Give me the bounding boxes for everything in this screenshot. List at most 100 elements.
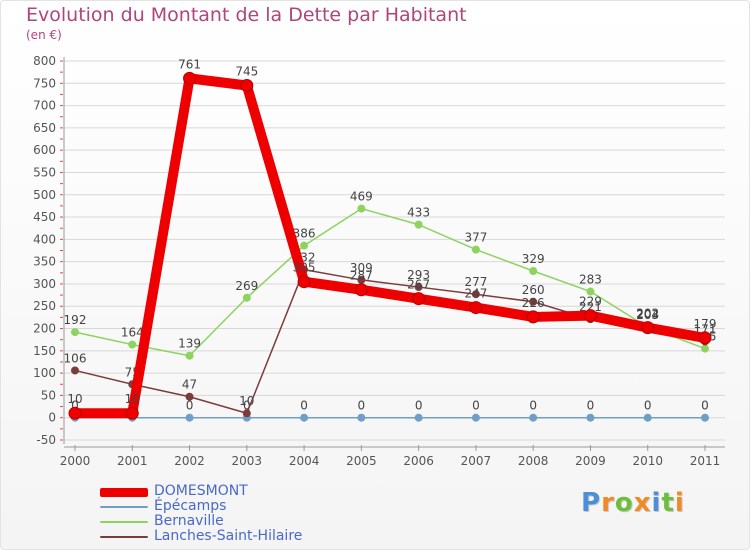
data-point-epecamps [586, 413, 595, 422]
y-tick-label: 250 [33, 299, 56, 313]
data-label-epecamps: 0 [358, 399, 366, 413]
data-point-lanches-saint-hilaire [471, 290, 480, 299]
data-label-lanches-saint-hilaire: 204 [636, 308, 659, 322]
data-label-lanches-saint-hilaire: 47 [182, 378, 197, 392]
data-point-epecamps [701, 413, 709, 422]
chart-title: Evolution du Montant de la Dette par Hab… [26, 4, 467, 26]
data-point-bernaville [357, 204, 366, 213]
data-label-domesmont: 10 [67, 392, 82, 406]
y-tick-label: 750 [33, 76, 56, 90]
data-point-epecamps [357, 413, 366, 422]
data-label-bernaville: 192 [64, 313, 87, 327]
x-tick-label: 2006 [403, 454, 434, 468]
y-tick-label: 400 [33, 232, 56, 246]
data-point-domesmont [583, 309, 597, 323]
data-label-bernaville: 386 [293, 227, 316, 241]
data-point-epecamps [185, 413, 194, 422]
data-point-domesmont [183, 71, 197, 85]
data-label-bernaville: 377 [464, 231, 487, 245]
data-point-epecamps [414, 413, 423, 422]
legend-swatch [100, 506, 148, 508]
data-point-epecamps [529, 413, 538, 422]
data-label-bernaville: 139 [178, 337, 201, 351]
data-label-epecamps: 0 [472, 399, 480, 413]
proxiti-logo: Proxiti [581, 488, 685, 518]
y-tick-label: 350 [33, 255, 56, 269]
data-label-lanches-saint-hilaire: 10 [239, 394, 254, 408]
legend-swatch [100, 521, 148, 523]
logo-letter: x [633, 488, 652, 518]
y-tick-label: 100 [33, 366, 56, 380]
data-label-epecamps: 0 [415, 399, 423, 413]
data-label-epecamps: 0 [644, 399, 652, 413]
logo-letter: r [601, 488, 615, 518]
data-label-lanches-saint-hilaire: 221 [579, 300, 602, 314]
data-point-bernaville [529, 267, 538, 276]
data-label-domesmont: 761 [178, 57, 201, 71]
data-label-bernaville: 269 [235, 279, 258, 293]
data-point-bernaville [185, 351, 194, 360]
y-tick-label: 550 [33, 165, 56, 179]
data-label-epecamps: 0 [529, 399, 537, 413]
data-point-bernaville [242, 293, 251, 302]
data-label-bernaville: 329 [522, 252, 545, 266]
data-point-bernaville [586, 287, 595, 296]
data-label-epecamps: 0 [243, 399, 251, 413]
data-point-epecamps [643, 413, 652, 422]
data-point-domesmont [68, 406, 82, 420]
y-tick-label: 200 [33, 322, 56, 336]
data-point-epecamps [300, 413, 309, 422]
data-point-bernaville [701, 344, 709, 353]
logo-letter: t [661, 488, 675, 518]
x-tick-label: 2010 [632, 454, 663, 468]
data-point-domesmont [240, 79, 254, 93]
legend-swatch [100, 536, 148, 538]
x-tick-label: 2003 [232, 454, 263, 468]
data-point-bernaville [71, 328, 79, 337]
legend-label: Bernaville [154, 513, 224, 529]
data-label-bernaville: 433 [407, 206, 430, 220]
x-tick-label: 2009 [575, 454, 606, 468]
data-label-domesmont: 179 [694, 317, 717, 331]
x-tick-label: 2007 [461, 454, 492, 468]
data-label-epecamps: 0 [701, 399, 709, 413]
y-tick-label: 300 [33, 277, 56, 291]
y-tick-label: 800 [33, 54, 56, 68]
data-label-lanches-saint-hilaire: 293 [407, 268, 430, 282]
y-tick-label: 600 [33, 143, 56, 157]
data-label-bernaville: 283 [579, 273, 602, 287]
data-label-lanches-saint-hilaire: 277 [464, 275, 487, 289]
data-label-bernaville: 469 [350, 190, 373, 204]
data-point-lanches-saint-hilaire [242, 409, 251, 418]
data-label-epecamps: 0 [186, 399, 194, 413]
data-point-domesmont [412, 292, 426, 306]
data-point-domesmont [469, 301, 483, 315]
data-point-bernaville [128, 340, 137, 349]
data-point-domesmont [125, 406, 139, 420]
y-tick-label: -50 [36, 433, 56, 447]
data-point-lanches-saint-hilaire [71, 366, 79, 375]
data-label-epecamps: 0 [300, 399, 308, 413]
x-tick-label: 2005 [346, 454, 377, 468]
data-point-domesmont [641, 321, 655, 335]
x-tick-label: 2004 [289, 454, 320, 468]
legend-swatch [100, 488, 148, 497]
y-tick-label: 50 [41, 388, 56, 402]
data-point-lanches-saint-hilaire [414, 283, 423, 292]
data-label-domesmont: 229 [579, 295, 602, 309]
x-tick-label: 2002 [174, 454, 205, 468]
chart-subtitle: (en €) [26, 28, 62, 42]
data-label-lanches-saint-hilaire: 260 [522, 283, 545, 297]
data-point-domesmont [698, 331, 712, 345]
data-point-domesmont [526, 310, 540, 324]
logo-letter: i [651, 488, 662, 518]
logo-letter: o [614, 488, 634, 518]
series-line-domesmont [70, 73, 710, 419]
legend-label: Épécamps [154, 498, 227, 514]
data-label-bernaville: 203 [636, 308, 659, 322]
data-label-domesmont: 10 [125, 392, 140, 406]
data-label-epecamps: 0 [587, 399, 595, 413]
y-tick-label: 650 [33, 121, 56, 135]
x-tick-label: 2001 [117, 454, 148, 468]
